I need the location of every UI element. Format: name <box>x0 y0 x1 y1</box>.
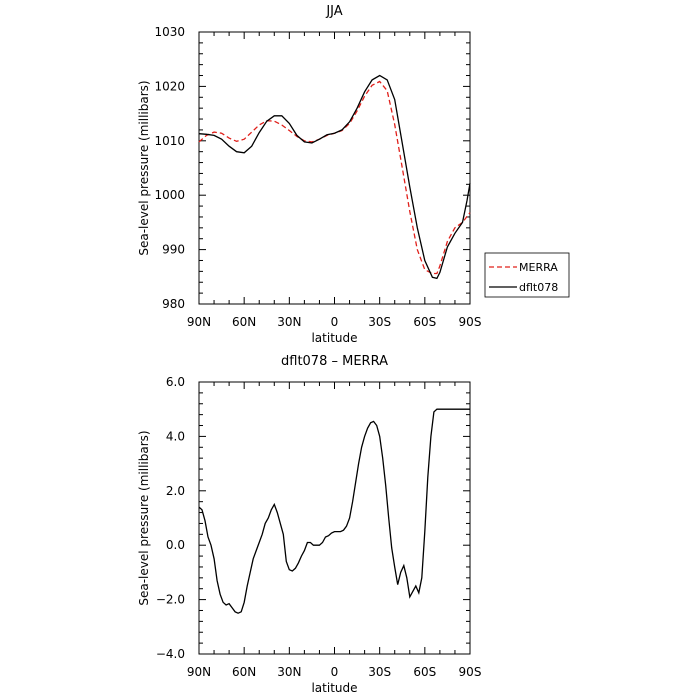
x-tick-label: 60N <box>232 315 256 329</box>
y-tick-label: −2.0 <box>156 593 185 607</box>
x-tick-label: 60N <box>232 665 256 679</box>
chart-title: JJA <box>325 4 342 19</box>
x-tick-label: 30S <box>368 315 391 329</box>
y-axis-label: Sea-level pressure (millibars) <box>137 80 151 255</box>
x-tick-label: 90S <box>459 665 482 679</box>
series-line-merra <box>198 80 471 275</box>
y-tick-label: −4.0 <box>156 647 185 661</box>
series-line-dflt078 <box>198 74 471 280</box>
plot-frame <box>198 31 471 305</box>
legend-label-dflt078: dflt078 <box>519 281 558 294</box>
legend-label-merra: MERRA <box>519 261 558 274</box>
y-tick-label: 2.0 <box>166 484 185 498</box>
x-axis-label: latitude <box>311 331 357 345</box>
chart-title: dflt078 – MERRA <box>281 354 388 369</box>
y-tick-label: 990 <box>162 243 185 257</box>
y-tick-label: 980 <box>162 297 185 311</box>
y-tick-label: 1030 <box>154 25 185 39</box>
x-tick-label: 60S <box>413 665 436 679</box>
x-tick-label: 30N <box>277 665 301 679</box>
y-tick-label: 1010 <box>154 134 185 148</box>
x-tick-label: 60S <box>413 315 436 329</box>
y-tick-label: 1020 <box>154 79 185 93</box>
x-tick-label: 90S <box>459 315 482 329</box>
x-tick-label: 90N <box>187 665 211 679</box>
y-tick-label: 1000 <box>154 188 185 202</box>
x-tick-label: 0 <box>331 665 339 679</box>
y-tick-label: 4.0 <box>166 429 185 443</box>
y-tick-label: 0.0 <box>166 538 185 552</box>
x-axis-label: latitude <box>311 681 357 695</box>
chart-2: dflt078 – MERRA 90N 60N 30N 0 30S 60S 90S −4.0 −2… <box>137 354 481 695</box>
legend: MERRA dflt078 <box>484 252 570 298</box>
x-tick-label: 0 <box>331 315 339 329</box>
y-axis-label: Sea-level pressure (millibars) <box>137 430 151 605</box>
chart-1: JJA 90N 60N 30N 0 30S 60S 90S 980 990 1000 1010 1020… <box>137 4 570 345</box>
legend-box <box>484 252 570 298</box>
series-line-difference <box>198 408 470 614</box>
x-tick-label: 30N <box>277 315 301 329</box>
x-tick-label: 30S <box>368 665 391 679</box>
x-tick-label: 90N <box>187 315 211 329</box>
y-tick-label: 6.0 <box>166 375 185 389</box>
